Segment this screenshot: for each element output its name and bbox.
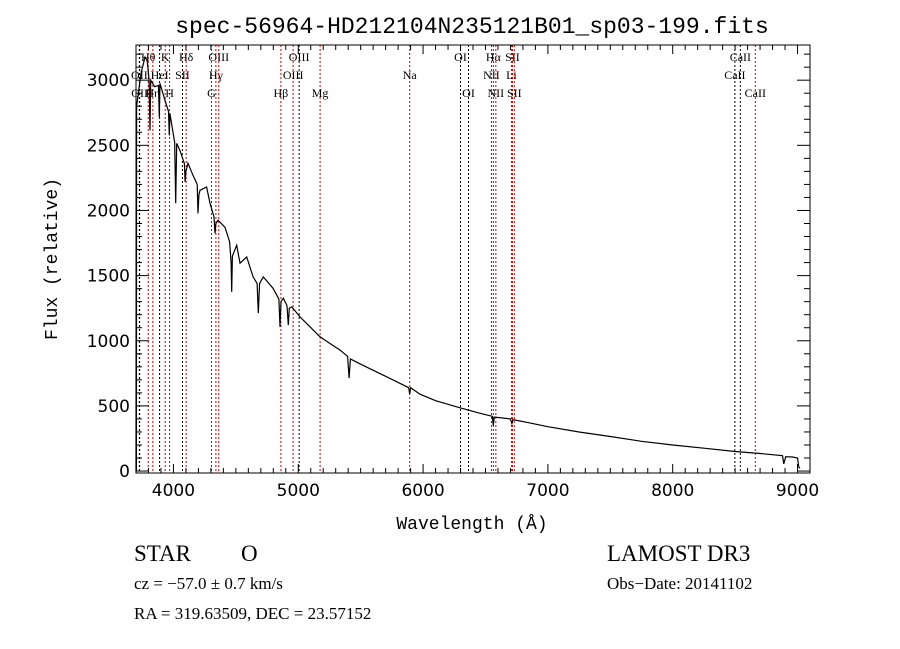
line-label: Hα <box>486 50 502 64</box>
chart-title: spec-56964-HD212104N235121B01_sp03-199.f… <box>175 14 769 40</box>
y-tick-label: 1000 <box>87 332 130 352</box>
y-axis-label: Flux (relative) <box>43 178 63 340</box>
line-label: CaII <box>730 50 751 64</box>
coordinates: RA = 319.63509, DEC = 23.57152 <box>134 604 371 623</box>
spectrum-series <box>135 55 801 472</box>
line-label: Hβ <box>274 86 289 100</box>
line-label: OIII <box>208 50 229 64</box>
line-label: SII <box>505 50 520 64</box>
x-tick-label: 9000 <box>776 481 819 501</box>
y-tick-label: 1500 <box>87 267 130 287</box>
line-label: OI <box>454 50 467 64</box>
obs-date: Obs−Date: 20141102 <box>607 574 752 593</box>
line-label: CaII <box>745 86 766 100</box>
line-label: Mg <box>312 86 329 100</box>
line-label: G <box>207 86 216 100</box>
line-markers: OIIOIIHθHηHeIKHSIIHδGHγOIIIHβOIIIOIIIMgN… <box>131 45 766 473</box>
plot-frame <box>135 44 811 474</box>
redshift-cz: cz = −57.0 ± 0.7 km/s <box>134 574 283 593</box>
y-tick-label: 500 <box>98 397 130 417</box>
x-tick-label: 7000 <box>526 481 569 501</box>
object-subclass: O <box>241 541 258 566</box>
line-label: CaII <box>724 68 745 82</box>
x-tick-label: 6000 <box>401 481 444 501</box>
line-label: SII <box>507 86 522 100</box>
x-tick-label: 5000 <box>277 481 320 501</box>
line-label: OIII <box>289 50 310 64</box>
axes: 4000 5000 6000 7000 8000 9000 0 500 1000 1500 2000… <box>87 44 819 501</box>
line-label: OI <box>462 86 475 100</box>
spectrum-line <box>135 55 801 472</box>
y-tick-label: 0 <box>119 462 130 482</box>
line-label: Hδ <box>179 50 194 64</box>
line-label: OIII <box>283 68 304 82</box>
line-label: NII <box>483 68 500 82</box>
line-label: H <box>165 86 174 100</box>
x-tick-label: 8000 <box>651 481 694 501</box>
survey-label: LAMOST DR3 <box>607 541 750 566</box>
line-label: SII <box>175 68 190 82</box>
line-label: Na <box>403 68 418 82</box>
line-label: Li <box>506 68 517 82</box>
line-label: K <box>161 50 170 64</box>
x-tick-label: 4000 <box>152 481 195 501</box>
line-label: NII <box>488 86 505 100</box>
object-class: STAR <box>134 541 192 566</box>
line-label: HeI <box>151 68 169 82</box>
y-tick-label: 2000 <box>87 201 130 221</box>
line-label: Hθ <box>141 50 156 64</box>
line-label: Hγ <box>209 68 224 82</box>
x-axis-label: Wavelength (Å) <box>396 514 547 535</box>
y-tick-label: 2500 <box>87 136 130 156</box>
y-tick-label: 3000 <box>87 71 130 91</box>
